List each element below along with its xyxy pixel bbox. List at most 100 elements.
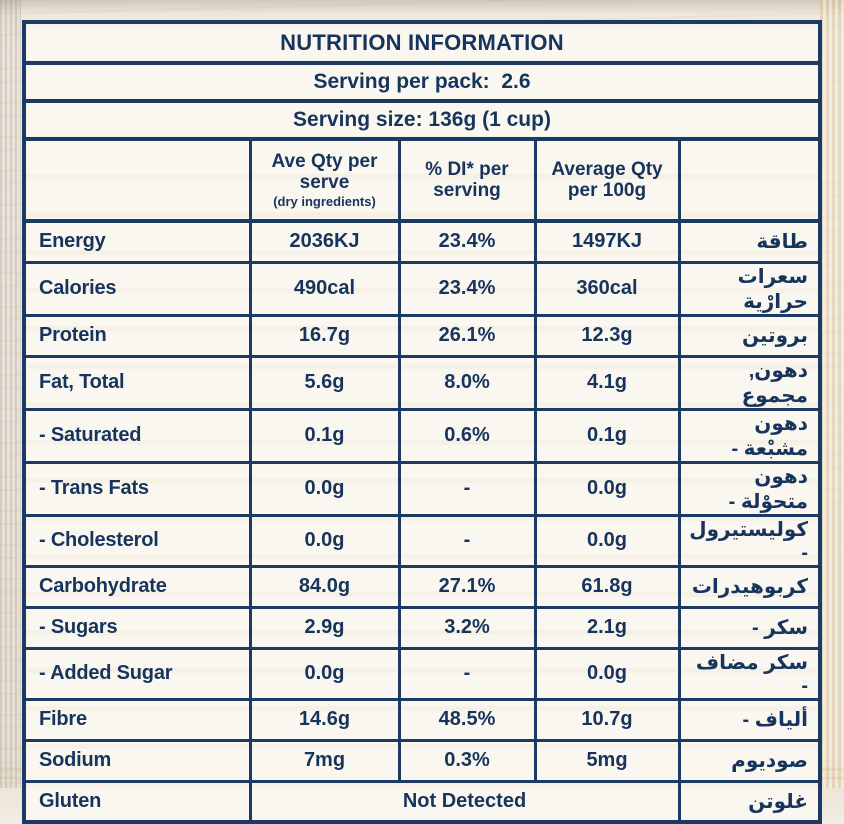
nutrient-row: Fat, Total 5.6g 8.0% 4.1g دهون, مجموع bbox=[22, 354, 822, 411]
nutrition-information-table: NUTRITION INFORMATION Serving per pack: … bbox=[22, 20, 822, 824]
di-per-serving-value: 48.5% bbox=[397, 697, 537, 742]
nutrient-name-arabic: سعرات حرارْية bbox=[677, 260, 822, 317]
nutrient-name: Fat, Total bbox=[22, 354, 252, 411]
di-per-serving-value: 26.1% bbox=[397, 313, 537, 358]
di-per-serving-value: 0.6% bbox=[397, 407, 537, 464]
qty-per-serve-value: 0.1g bbox=[248, 407, 401, 464]
nutrient-name-arabic: كوليستيرول - bbox=[677, 513, 822, 568]
nutrient-name-arabic: صوديوم bbox=[677, 738, 822, 783]
nutrient-row: - Trans Fats 0.0g -0.0g دهون متحوْلة - bbox=[22, 460, 822, 517]
qty-per-serve-value: 7mg bbox=[248, 738, 401, 783]
nutrient-name-arabic: دهون مشبْعة - bbox=[677, 407, 822, 464]
nutrient-row: Carbohydrate 84.0g 27.1% 61.8g كربوهيدرات bbox=[22, 564, 822, 609]
qty-per-serve-value: 2036KJ bbox=[248, 219, 401, 264]
qty-per-serve-value: 84.0g bbox=[248, 564, 401, 609]
nutrient-name: - Added Sugar bbox=[22, 646, 252, 701]
qty-per-100g-value: 0.0g bbox=[533, 513, 681, 568]
nutrient-span-value: Not Detected bbox=[248, 779, 681, 824]
col-header-avg-qty-per-100g: Average Qty per 100g bbox=[533, 137, 681, 223]
nutrient-name-arabic: سكر مضاف - bbox=[677, 646, 822, 701]
qty-per-100g-value: 0.0g bbox=[533, 646, 681, 701]
col-header-line: % DI* per bbox=[425, 158, 509, 180]
nutrient-name-arabic: دهون, مجموع bbox=[677, 354, 822, 411]
nutrient-row: Protein 16.7g 26.1% 12.3g بروتين bbox=[22, 313, 822, 358]
nutrient-name-arabic: كربوهيدرات bbox=[677, 564, 822, 609]
qty-per-100g-value: 5mg bbox=[533, 738, 681, 783]
col-header-line: Ave Qty per bbox=[271, 151, 378, 173]
col-header-line: serve bbox=[299, 172, 350, 194]
qty-per-100g-value: 0.1g bbox=[533, 407, 681, 464]
col-header-ave-qty-per-serve: Ave Qty per serve (dry ingredients) bbox=[248, 137, 401, 223]
nutrient-rows: Energy 2036KJ 23.4% 1497KJ طاقة Calories 490ca… bbox=[22, 219, 822, 824]
nutrient-name: Sodium bbox=[22, 738, 252, 783]
nutrient-row: Calories 490cal 23.4% 360cal سعرات حرارْية bbox=[22, 260, 822, 317]
qty-per-serve-value: 0.0g bbox=[248, 646, 401, 701]
di-per-serving-value: 8.0% bbox=[397, 354, 537, 411]
qty-per-100g-value: 10.7g bbox=[533, 697, 681, 742]
di-per-serving-value: 0.3% bbox=[397, 738, 537, 783]
col-header-arabic bbox=[677, 137, 822, 223]
serving-size: Serving size: 136g (1 cup) bbox=[22, 99, 822, 141]
qty-per-100g-value: 61.8g bbox=[533, 564, 681, 609]
nutrient-name: Fibre bbox=[22, 697, 252, 742]
col-header-line: Average Qty bbox=[551, 158, 663, 180]
qty-per-serve-value: 5.6g bbox=[248, 354, 401, 411]
column-header-row: Ave Qty per serve (dry ingredients) % DI… bbox=[22, 137, 822, 223]
nutrient-row: Fibre 14.6g 48.5% 10.7g ألياف - bbox=[22, 697, 822, 742]
nutrient-row: Sodium 7mg 0.3% 5mg صوديوم bbox=[22, 738, 822, 783]
col-header-line: serving bbox=[433, 180, 501, 201]
serving-size-row: Serving size: 136g (1 cup) bbox=[22, 99, 822, 141]
nutrient-row: - Cholesterol 0.0g -0.0g كوليستيرول - bbox=[22, 513, 822, 568]
nutrient-row: Energy 2036KJ 23.4% 1497KJ طاقة bbox=[22, 219, 822, 264]
di-per-serving-value: - bbox=[397, 460, 537, 517]
qty-per-serve-value: 14.6g bbox=[248, 697, 401, 742]
qty-per-100g-value: 4.1g bbox=[533, 354, 681, 411]
qty-per-100g-value: 0.0g bbox=[533, 460, 681, 517]
serving-per-pack: Serving per pack: 2.6 bbox=[22, 61, 822, 103]
qty-per-100g-value: 1497KJ bbox=[533, 219, 681, 264]
nutrient-name: Calories bbox=[22, 260, 252, 317]
nutrient-name-arabic: بروتين bbox=[677, 313, 822, 358]
qty-per-serve-value: 490cal bbox=[248, 260, 401, 317]
nutrient-name: - Cholesterol bbox=[22, 513, 252, 568]
wood-grain-right bbox=[820, 0, 844, 788]
qty-per-100g-value: 360cal bbox=[533, 260, 681, 317]
nutrient-row: - Saturated 0.1g 0.6% 0.1g دهون مشبْعة - bbox=[22, 407, 822, 464]
col-header-note: (dry ingredients) bbox=[273, 193, 376, 209]
wood-grain-top bbox=[0, 0, 844, 14]
nutrient-name: - Saturated bbox=[22, 407, 252, 464]
nutrient-name-arabic: ألياف - bbox=[677, 697, 822, 742]
di-per-serving-value: - bbox=[397, 646, 537, 701]
qty-per-serve-value: 16.7g bbox=[248, 313, 401, 358]
qty-per-serve-value: 0.0g bbox=[248, 460, 401, 517]
nutrient-row: - Added Sugar 0.0g -0.0g سكر مضاف - bbox=[22, 646, 822, 701]
di-per-serving-value: 27.1% bbox=[397, 564, 537, 609]
qty-per-serve-value: 0.0g bbox=[248, 513, 401, 568]
nutrient-row: - Sugars 2.9g 3.2% 2.1g سكر - bbox=[22, 605, 822, 650]
nutrient-name: Protein bbox=[22, 313, 252, 358]
nutrient-name: Carbohydrate bbox=[22, 564, 252, 609]
table-title-row: NUTRITION INFORMATION bbox=[22, 20, 822, 65]
nutrient-name-arabic: دهون متحوْلة - bbox=[677, 460, 822, 517]
qty-per-100g-value: 12.3g bbox=[533, 313, 681, 358]
wood-grain-left bbox=[0, 0, 21, 788]
nutrient-name-arabic: غلوتن bbox=[677, 779, 822, 824]
serving-per-pack-row: Serving per pack: 2.6 bbox=[22, 61, 822, 103]
qty-per-100g-value: 2.1g bbox=[533, 605, 681, 650]
nutrient-name: Gluten bbox=[22, 779, 252, 824]
nutrient-name: - Trans Fats bbox=[22, 460, 252, 517]
col-header-nutrient bbox=[22, 137, 252, 223]
di-per-serving-value: 23.4% bbox=[397, 219, 537, 264]
di-per-serving-value: 23.4% bbox=[397, 260, 537, 317]
col-header-di-per-serving: % DI* per serving bbox=[397, 137, 537, 223]
di-per-serving-value: - bbox=[397, 513, 537, 568]
qty-per-serve-value: 2.9g bbox=[248, 605, 401, 650]
nutrient-name: Energy bbox=[22, 219, 252, 264]
col-header-line: per 100g bbox=[567, 180, 647, 201]
table-title: NUTRITION INFORMATION bbox=[22, 20, 822, 65]
nutrient-name: - Sugars bbox=[22, 605, 252, 650]
nutrient-name-arabic: طاقة bbox=[677, 219, 822, 264]
di-per-serving-value: 3.2% bbox=[397, 605, 537, 650]
nutrient-name-arabic: سكر - bbox=[677, 605, 822, 650]
nutrient-row: Gluten Not Detected غلوتن bbox=[22, 779, 822, 824]
